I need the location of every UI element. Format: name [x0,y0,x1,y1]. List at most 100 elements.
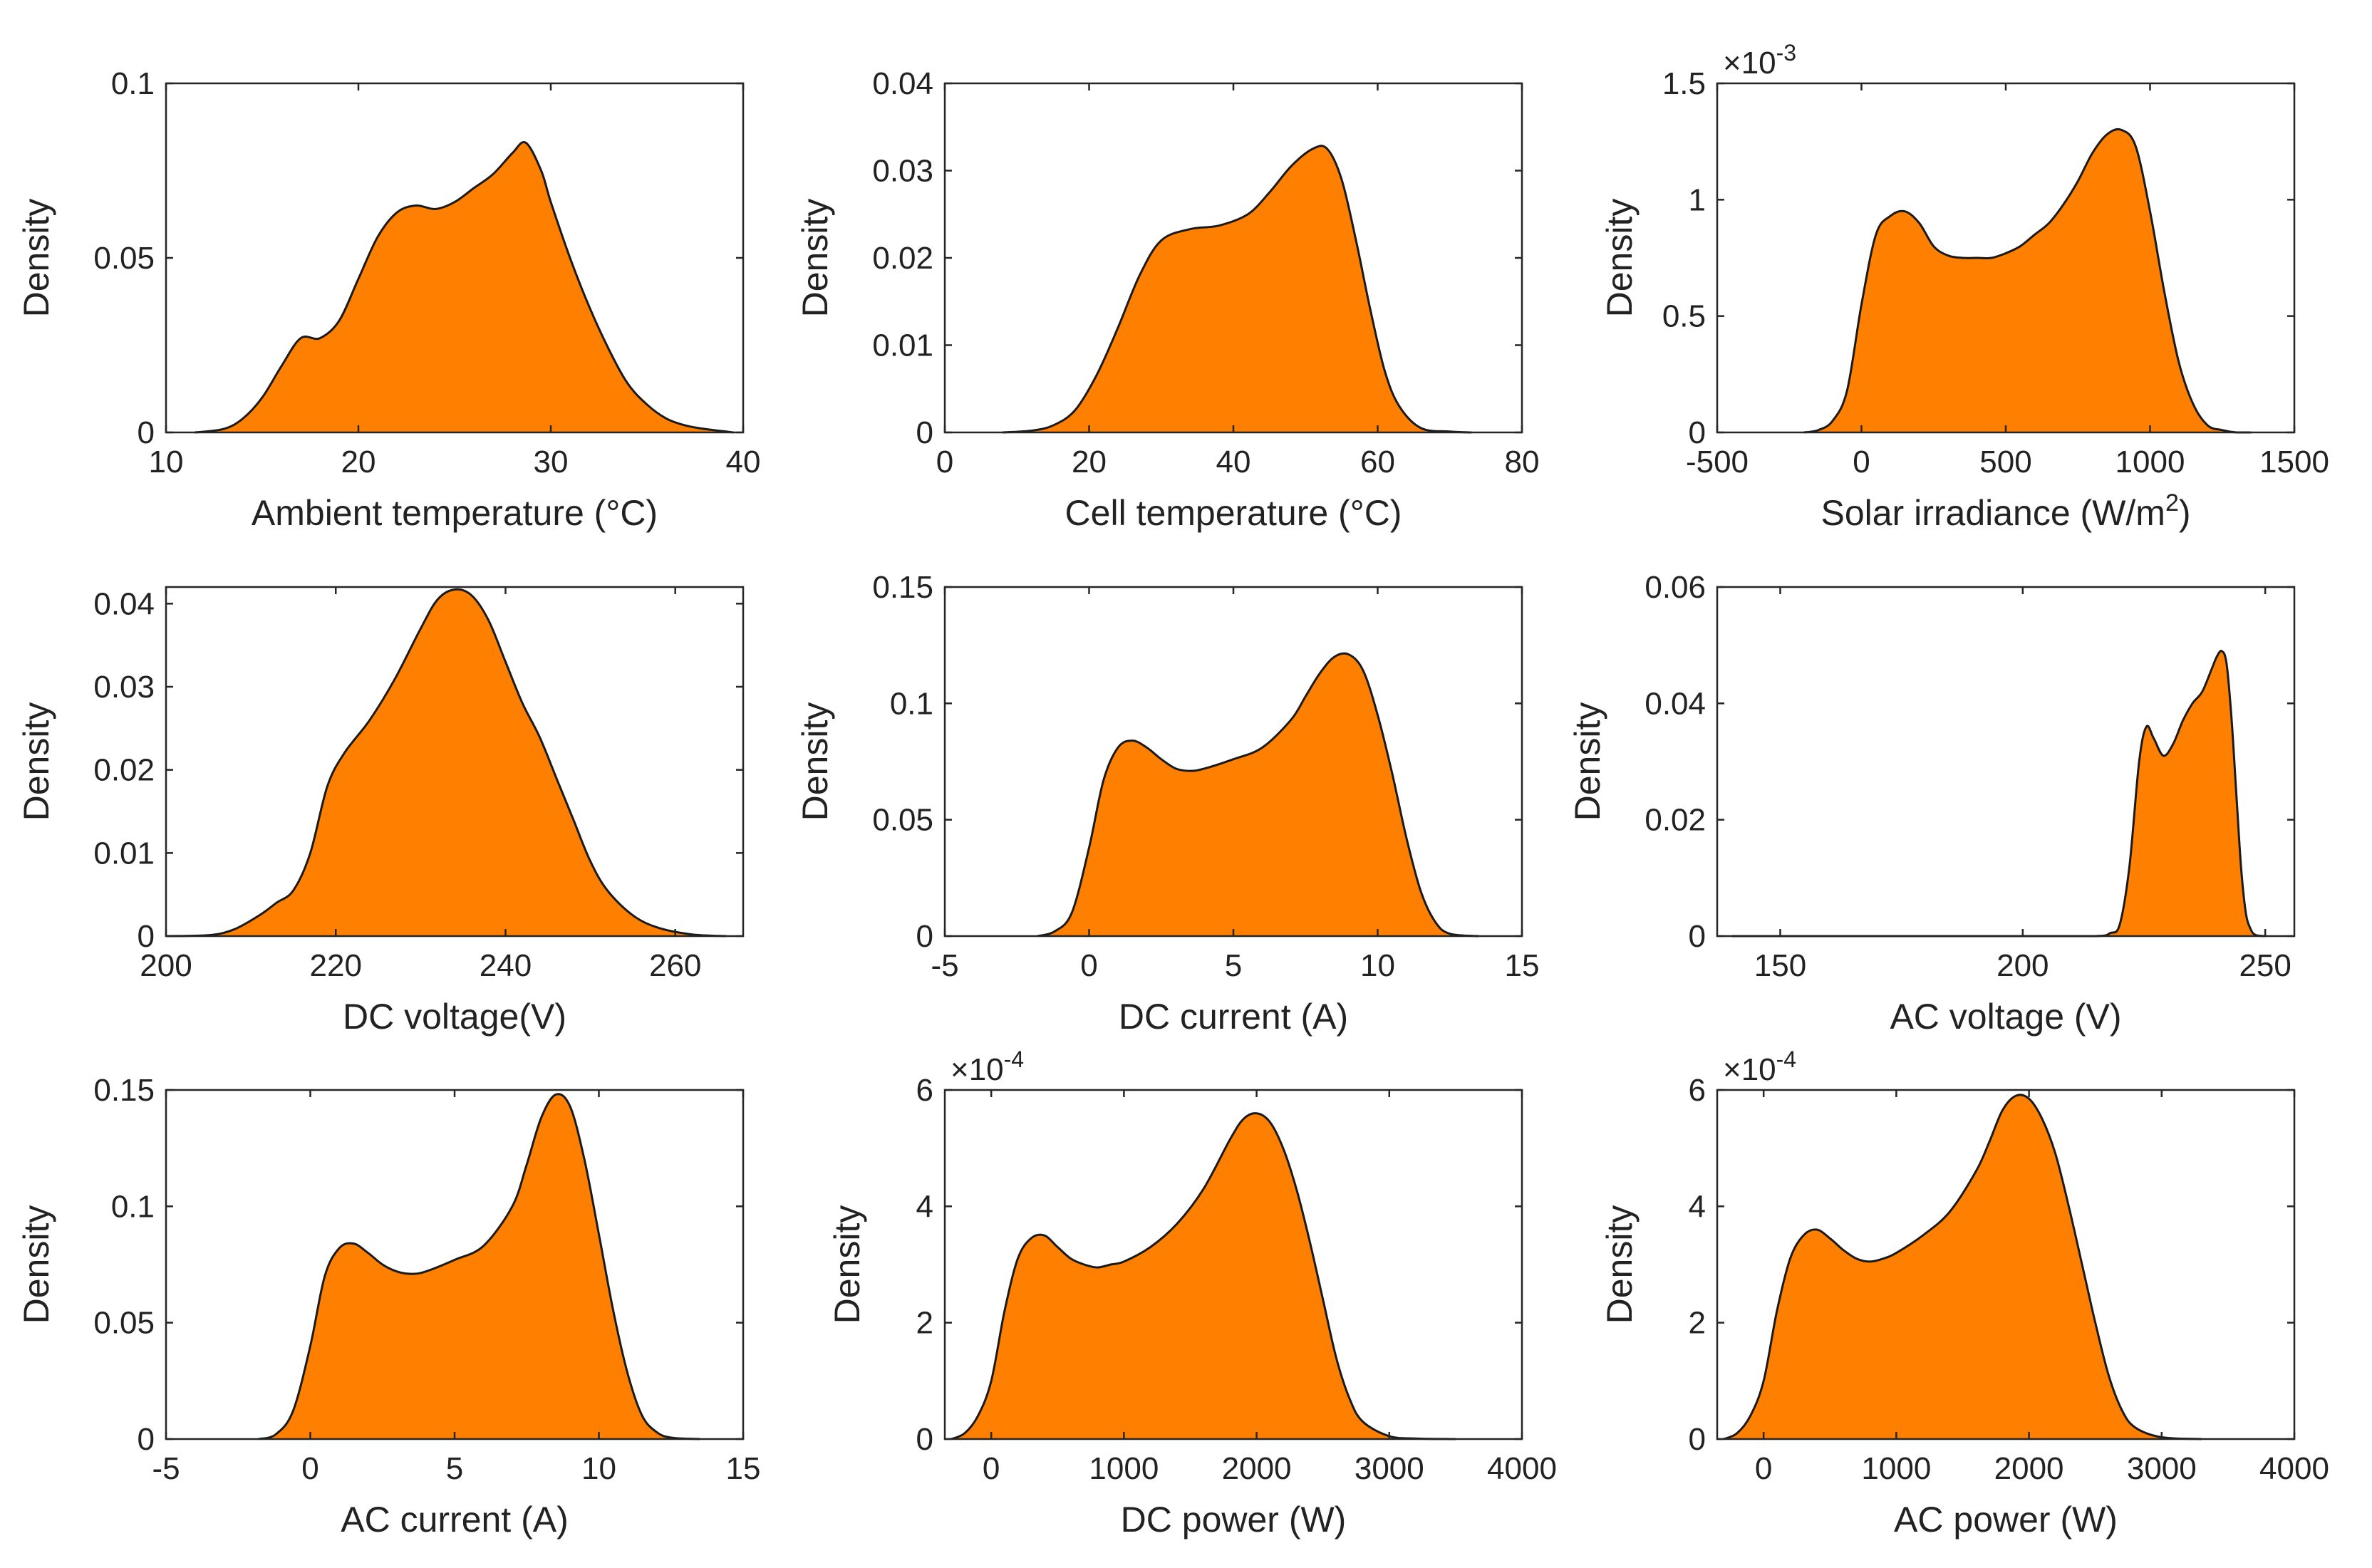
y-tick-label: 0.04 [1645,686,1706,721]
x-tick-label: 1000 [1861,1451,1931,1486]
x-tick-label: 30 [534,445,569,479]
x-axis-label: DC current (A) [1119,997,1348,1037]
y-axis-label: Density [1568,702,1607,821]
x-tick-label: 3000 [2127,1451,2197,1486]
x-tick-label: 200 [140,948,192,983]
x-tick-label: 20 [341,445,376,479]
density-panel-6: 150 200 250 0 0.02 0.04 0.06 AC voltage (V) Dens… [1568,570,2296,1037]
x-tick-label: 5 [446,1451,463,1486]
y-tick-label: 0.15 [93,1073,155,1108]
y-tick-label: 0.06 [1645,570,1706,605]
x-tick-label: 0 [1853,445,1870,479]
x-tick-label: 1000 [2115,445,2185,479]
x-tick-label: 80 [1505,445,1540,479]
density-curve [1803,128,2252,434]
density-area [258,1094,700,1439]
y-tick-label: 0.05 [93,1306,155,1341]
y-axis-label: Density [16,1205,56,1324]
y-axis-exponent: ×10-3 [1723,40,1796,81]
x-tick-label: 4000 [2259,1451,2329,1486]
density-panel-2: 0 20 40 60 80 0 0.01 0.02 0.03 0.04 Cell temperatu… [795,66,1539,533]
x-tick-label: 0 [936,445,953,479]
x-tick-label: 60 [1360,445,1395,479]
density-area [166,589,727,936]
x-axis-label: Cell temperature (°C) [1065,493,1402,533]
axes-box [1716,1089,2296,1440]
y-tick-label: 0.02 [872,241,933,276]
y-tick-label: 0.1 [111,66,155,101]
x-tick-label: 2000 [1994,1451,2064,1486]
y-tick-label: 0.03 [93,670,155,705]
y-axis-label: Density [16,702,56,821]
y-tick-label: 0.1 [111,1189,155,1224]
y-axis-label: Density [1600,1205,1640,1324]
x-tick-label: 1500 [2259,445,2329,479]
y-tick-label: 0 [138,1422,155,1457]
x-axis-label: DC voltage(V) [343,997,566,1037]
x-tick-label: 15 [1505,948,1540,983]
x-tick-label: 5 [1225,948,1242,983]
x-tick-label: 10 [149,445,184,479]
x-tick-label: 150 [1754,948,1806,983]
y-tick-label: 1 [1689,182,1706,217]
y-tick-label: 0.04 [93,586,155,621]
density-curve [258,1093,700,1440]
y-tick-label: 0 [1689,415,1706,450]
x-tick-label: 200 [1996,948,2049,983]
y-tick-label: 4 [916,1189,933,1224]
y-axis-label: Density [16,199,56,318]
density-area [195,142,734,432]
y-tick-label: 0 [1689,919,1706,954]
y-tick-label: 4 [1689,1189,1706,1224]
y-tick-label: 0.15 [872,570,933,605]
axes-box [943,1089,1523,1440]
density-panel-1: 10 20 30 40 0 0.05 0.1 Ambient temperature (°C)… [16,66,760,533]
y-tick-label: 0.05 [872,803,933,838]
y-tick-label: 0.04 [872,66,933,101]
x-tick-label: 2000 [1222,1451,1292,1486]
y-axis-label: Density [795,702,835,821]
x-tick-label: 20 [1072,445,1107,479]
axes-box [1716,586,2296,938]
y-tick-label: 0.05 [93,241,155,276]
density-panel-8: 0 1000 2000 3000 4000 0 2 4 6 ×10-4 DC power (W) De… [827,1047,1557,1540]
y-tick-label: 0.01 [872,328,933,363]
density-curve [1723,1094,2202,1440]
y-tick-label: 0 [138,415,155,450]
y-tick-label: 0.03 [872,154,933,189]
x-tick-label: 240 [480,948,532,983]
x-tick-label: 0 [1080,948,1097,983]
y-axis-label: Density [1600,199,1640,318]
y-axis-exponent: ×10-4 [951,1047,1024,1087]
x-axis-label: DC power (W) [1121,1500,1347,1540]
x-tick-label: 0 [1755,1451,1772,1486]
y-tick-label: 0.02 [1645,803,1706,838]
y-tick-label: 0 [1689,1422,1706,1457]
density-area [1003,145,1472,432]
x-tick-label: 15 [726,1451,761,1486]
x-tick-label: 1000 [1089,1451,1159,1486]
density-curve [951,1112,1456,1440]
y-axis-exponent: ×10-4 [1723,1047,1796,1087]
y-tick-label: 0.5 [1662,299,1706,334]
density-area [1731,650,2266,936]
y-tick-label: 0.01 [93,836,155,871]
x-axis-label: Ambient temperature (°C) [252,493,658,533]
x-tick-label: 220 [310,948,362,983]
density-curve [195,140,734,434]
y-tick-label: 6 [916,1073,933,1108]
x-tick-label: 0 [301,1451,318,1486]
y-axis-label: Density [827,1205,867,1324]
x-tick-label: 10 [1360,948,1395,983]
x-tick-label: 10 [581,1451,616,1486]
y-tick-label: 0 [916,415,933,450]
axes-box [165,586,745,938]
x-tick-label: 4000 [1487,1451,1557,1486]
density-area [1037,653,1479,936]
x-tick-label: -500 [1686,445,1749,479]
y-tick-label: 0 [916,919,933,954]
x-tick-label: 0 [983,1451,1000,1486]
